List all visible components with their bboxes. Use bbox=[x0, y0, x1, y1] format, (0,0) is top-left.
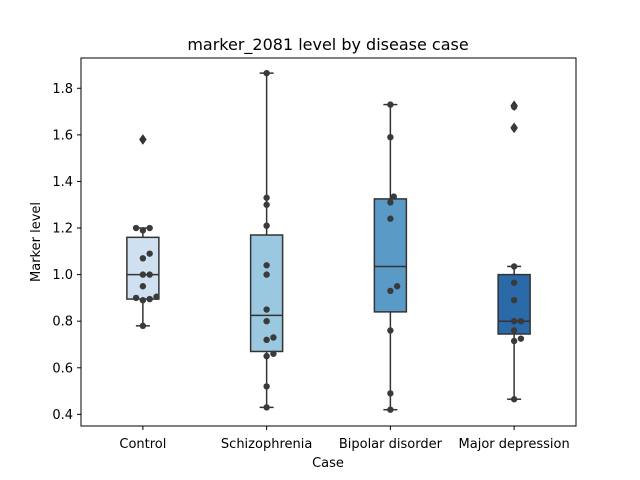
box-iqr bbox=[126, 236, 160, 300]
y-axis-label: Marker level bbox=[29, 202, 44, 282]
data-point bbox=[263, 336, 270, 344]
box-iqr bbox=[249, 234, 284, 353]
data-point bbox=[139, 271, 147, 278]
data-point bbox=[387, 390, 394, 397]
y-tick-label: 1.8 bbox=[52, 82, 73, 97]
data-point bbox=[510, 103, 518, 111]
data-point bbox=[387, 327, 394, 334]
data-point bbox=[139, 283, 147, 290]
box-group bbox=[249, 72, 284, 409]
outlier-marker bbox=[139, 134, 147, 145]
data-point bbox=[510, 297, 518, 304]
data-point bbox=[517, 317, 525, 325]
data-point bbox=[146, 250, 153, 257]
data-point bbox=[517, 335, 525, 342]
box-group bbox=[497, 100, 531, 400]
data-point bbox=[510, 124, 518, 132]
data-point bbox=[263, 352, 270, 360]
y-tick-label: 0.8 bbox=[52, 315, 73, 330]
data-point bbox=[146, 295, 153, 303]
data-point bbox=[139, 297, 147, 304]
data-point bbox=[387, 287, 394, 295]
data-point bbox=[139, 227, 147, 234]
data-point bbox=[146, 224, 153, 232]
data-point bbox=[139, 255, 147, 262]
data-point bbox=[146, 271, 153, 278]
data-point bbox=[132, 224, 140, 232]
data-point bbox=[263, 317, 270, 325]
box-group bbox=[373, 103, 408, 411]
data-point bbox=[153, 293, 160, 300]
x-axis-label: Case bbox=[312, 456, 344, 471]
data-point bbox=[393, 283, 401, 290]
y-tick-label: 1.0 bbox=[52, 268, 73, 283]
data-point bbox=[263, 262, 270, 269]
data-point bbox=[387, 215, 394, 222]
y-tick-label: 0.6 bbox=[52, 361, 73, 376]
x-tick-label: Major depression bbox=[459, 437, 570, 452]
y-tick-label: 1.4 bbox=[52, 175, 73, 190]
data-point bbox=[263, 404, 270, 411]
plot-area: 0.4 0.6 0.8 1.0 1.2 1.4 1.6 1.8 Control Schizophr… bbox=[52, 69, 570, 452]
data-point bbox=[263, 201, 270, 208]
data-point bbox=[510, 396, 518, 403]
data-point bbox=[387, 101, 394, 108]
data-point bbox=[263, 222, 270, 229]
data-point bbox=[510, 337, 518, 345]
plot-frame bbox=[80, 57, 577, 427]
data-point bbox=[263, 306, 270, 313]
data-point bbox=[390, 193, 397, 200]
data-point bbox=[263, 194, 270, 201]
data-point bbox=[510, 279, 518, 286]
data-point bbox=[263, 69, 270, 77]
x-tick-label: Bipolar disorder bbox=[339, 437, 443, 452]
data-point bbox=[510, 263, 518, 270]
y-tick-label: 0.4 bbox=[52, 408, 73, 423]
x-tick-label: Control bbox=[119, 437, 166, 452]
chart-title: marker_2081 level by disease case bbox=[187, 35, 468, 55]
y-tick-label: 1.6 bbox=[52, 128, 73, 143]
data-point bbox=[387, 133, 394, 141]
y-tick-label: 1.2 bbox=[52, 222, 73, 237]
data-point bbox=[387, 199, 394, 206]
data-point bbox=[139, 322, 147, 330]
data-point bbox=[270, 334, 277, 341]
data-point bbox=[263, 271, 270, 278]
data-point bbox=[132, 294, 140, 302]
data-point bbox=[387, 406, 394, 413]
data-point bbox=[510, 327, 518, 334]
data-point bbox=[263, 383, 270, 390]
x-tick-label: Schizophrenia bbox=[221, 437, 312, 452]
data-point bbox=[510, 317, 518, 325]
data-point bbox=[270, 350, 277, 357]
